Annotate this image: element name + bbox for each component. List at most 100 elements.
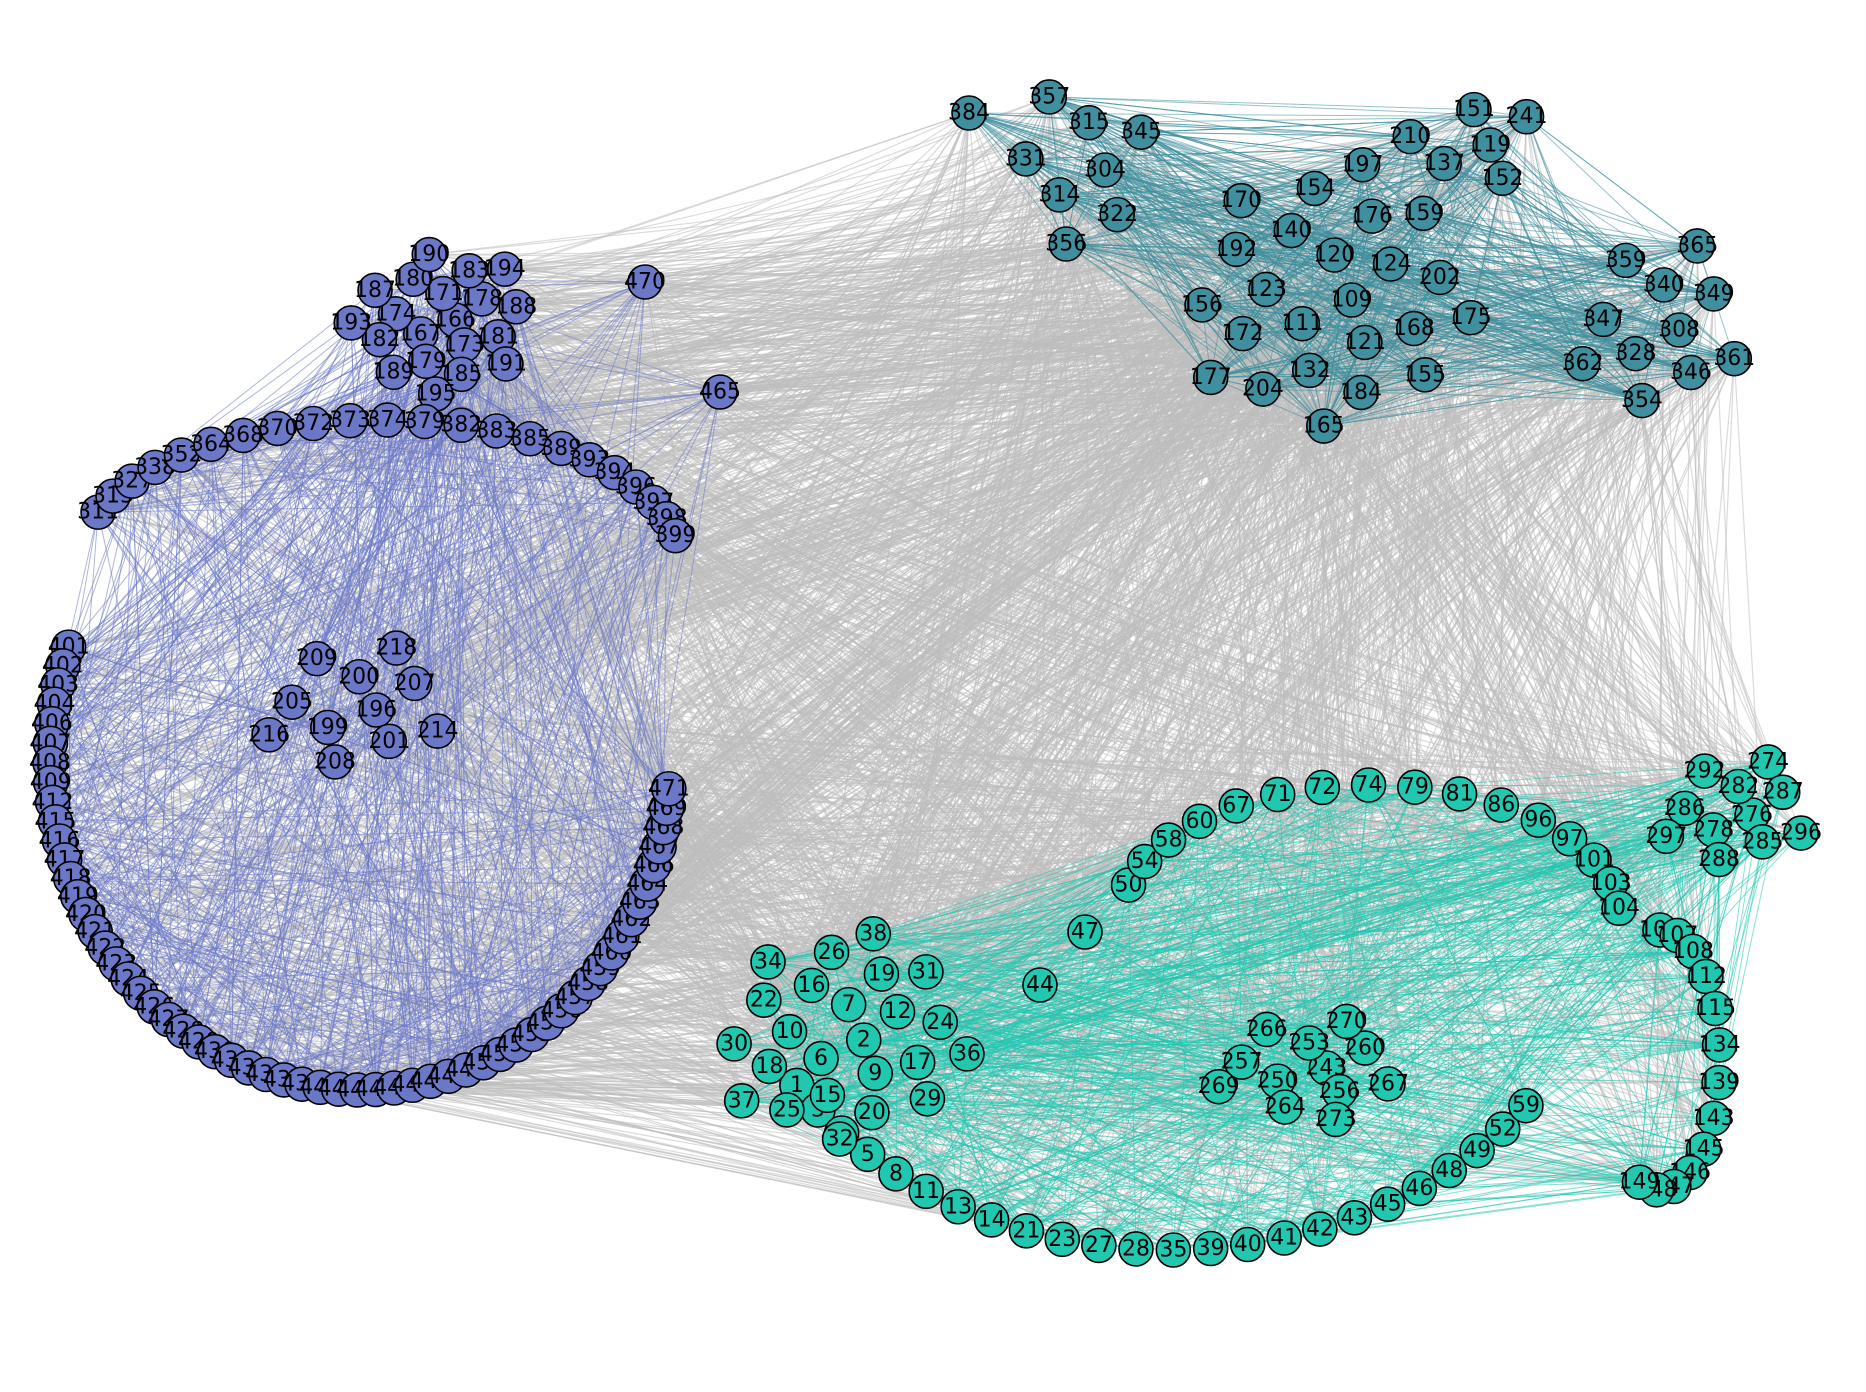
within-cluster-edge bbox=[387, 391, 721, 421]
within-cluster-edge bbox=[338, 865, 654, 1090]
between-cluster-edge bbox=[454, 243, 1067, 321]
within-cluster-edge bbox=[105, 947, 548, 1024]
between-cluster-edge bbox=[831, 425, 1325, 953]
between-cluster-edge bbox=[387, 333, 1243, 421]
between-cluster-edge bbox=[481, 122, 1090, 300]
within-cluster-edge bbox=[560, 448, 664, 828]
between-cluster-edge bbox=[587, 284, 1665, 985]
within-cluster-edge bbox=[504, 268, 660, 848]
between-cluster-edge bbox=[546, 1022, 1420, 1189]
within-cluster-edge bbox=[437, 518, 668, 732]
between-cluster-edge bbox=[867, 372, 1692, 1155]
between-cluster-edge bbox=[429, 136, 1411, 256]
between-cluster-edge bbox=[630, 96, 1050, 920]
between-cluster-edge bbox=[666, 807, 1527, 1107]
within-cluster-edge bbox=[70, 878, 285, 1081]
between-cluster-edge bbox=[505, 177, 1503, 365]
between-cluster-edge bbox=[768, 169, 1106, 1067]
within-cluster-edge bbox=[112, 495, 484, 1064]
between-cluster-edge bbox=[614, 358, 1735, 474]
within-cluster-edge bbox=[52, 658, 318, 803]
between-cluster-edge bbox=[666, 333, 1244, 809]
within-cluster-edge bbox=[1049, 96, 1527, 118]
between-cluster-edge bbox=[140, 122, 1090, 994]
within-cluster-edge bbox=[392, 372, 517, 1046]
within-cluster-edge bbox=[51, 535, 676, 725]
within-cluster-edge bbox=[77, 467, 156, 897]
between-cluster-edge bbox=[420, 333, 1636, 355]
between-cluster-edge bbox=[621, 399, 1643, 938]
within-cluster-edge bbox=[231, 807, 667, 1061]
within-cluster-edge bbox=[181, 454, 318, 659]
within-cluster-edge bbox=[57, 391, 721, 686]
within-cluster-edge bbox=[327, 333, 422, 728]
between-cluster-edge bbox=[653, 865, 828, 1096]
between-cluster-edge bbox=[1168, 358, 1735, 841]
within-cluster-edge bbox=[140, 730, 438, 994]
between-cluster-edge bbox=[639, 341, 1366, 903]
within-cluster-edge bbox=[54, 703, 303, 1085]
between-cluster-edge bbox=[395, 162, 1445, 315]
between-cluster-edge bbox=[1025, 158, 1249, 1245]
within-cluster-edge bbox=[358, 281, 646, 678]
within-cluster-edge bbox=[424, 421, 449, 1077]
within-cluster-edge bbox=[49, 762, 250, 1069]
within-cluster-edge bbox=[55, 821, 589, 984]
within-cluster-edge bbox=[301, 486, 637, 1085]
within-cluster-edge bbox=[327, 727, 432, 1082]
within-cluster-edge bbox=[70, 865, 654, 880]
within-cluster-edge bbox=[529, 438, 601, 969]
within-cluster-edge bbox=[50, 742, 562, 1012]
between-cluster-edge bbox=[357, 1089, 959, 1208]
within-cluster-edge bbox=[140, 936, 622, 994]
within-cluster-edge bbox=[182, 336, 499, 1032]
within-cluster-edge bbox=[379, 339, 507, 365]
between-cluster-edge bbox=[1439, 277, 1784, 793]
between-cluster-edge bbox=[181, 454, 1321, 1230]
between-cluster-edge bbox=[1025, 158, 1504, 1130]
between-cluster-edge bbox=[442, 293, 1720, 861]
within-cluster-edge bbox=[283, 438, 531, 1081]
within-cluster-edge bbox=[168, 734, 270, 1020]
within-cluster-edge bbox=[430, 486, 637, 1082]
within-cluster-edge bbox=[334, 761, 377, 1090]
within-cluster-edge bbox=[154, 467, 184, 1032]
between-cluster-edge bbox=[413, 214, 1118, 280]
within-cluster-edge bbox=[375, 430, 498, 1090]
within-cluster-edge bbox=[64, 859, 376, 1090]
within-cluster-edge bbox=[338, 281, 646, 1090]
within-cluster-edge bbox=[85, 421, 426, 915]
within-cluster-edge bbox=[97, 281, 646, 513]
within-cluster-edge bbox=[77, 896, 576, 999]
within-cluster-edge bbox=[54, 703, 601, 970]
within-cluster-edge bbox=[430, 472, 616, 1082]
within-cluster-edge bbox=[50, 424, 462, 784]
within-cluster-edge bbox=[140, 423, 314, 994]
within-cluster-edge bbox=[70, 878, 632, 921]
between-cluster-edge bbox=[925, 194, 1061, 972]
within-cluster-edge bbox=[62, 501, 654, 667]
between-cluster-edge bbox=[128, 791, 1783, 980]
within-cluster-edge bbox=[182, 419, 388, 1032]
within-cluster-edge bbox=[268, 313, 397, 735]
within-cluster-edge bbox=[85, 913, 321, 1088]
within-cluster-edge bbox=[181, 454, 416, 684]
between-cluster-edge bbox=[395, 215, 1373, 315]
between-cluster-edge bbox=[59, 369, 1310, 842]
within-cluster-edge bbox=[411, 518, 668, 1086]
within-cluster-edge bbox=[301, 846, 660, 1085]
within-cluster-edge bbox=[68, 646, 660, 848]
between-cluster-edge bbox=[320, 1086, 1027, 1232]
between-cluster-edge bbox=[469, 116, 1527, 272]
between-cluster-edge bbox=[653, 304, 1203, 503]
within-cluster-edge bbox=[68, 646, 200, 1043]
between-cluster-edge bbox=[1364, 342, 1502, 806]
within-cluster-edge bbox=[55, 278, 414, 823]
within-cluster-edge bbox=[231, 761, 336, 1061]
within-cluster-edge bbox=[131, 481, 155, 1007]
within-cluster-edge bbox=[51, 723, 467, 1071]
within-cluster-edge bbox=[95, 931, 501, 1055]
between-cluster-edge bbox=[112, 333, 1243, 497]
within-cluster-edge bbox=[55, 807, 667, 823]
